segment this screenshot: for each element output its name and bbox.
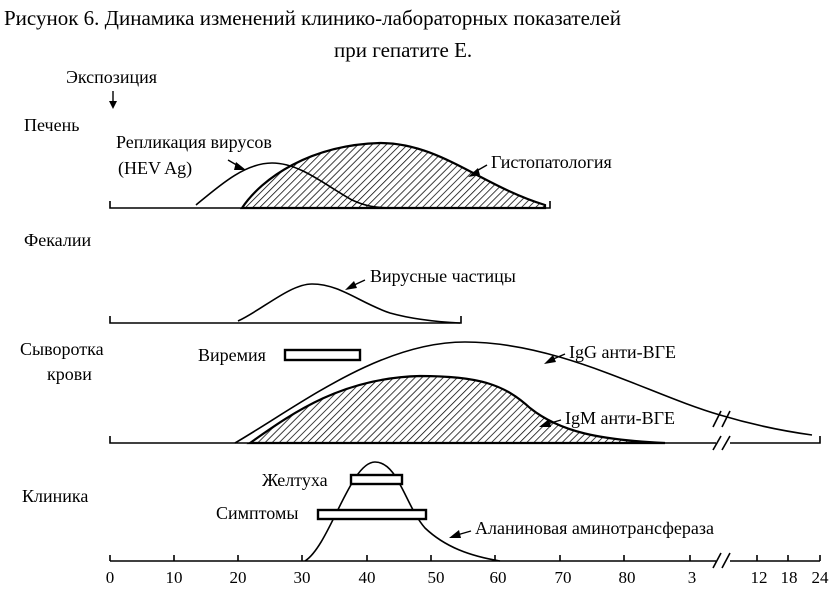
figure-title-line1: Рисунок 6. Динамика изменений клинико-ла… — [4, 6, 621, 30]
exposure-label: Экспозиция — [66, 67, 157, 87]
tick-label: 30 — [294, 568, 311, 587]
liver-row-label: Печень — [24, 115, 79, 135]
alt-pointer-icon — [449, 530, 472, 538]
tick-label: 40 — [359, 568, 376, 587]
tick-label: 60 — [490, 568, 507, 587]
clinic-row-label: Клиника — [22, 486, 88, 506]
serum-axis-break-icon — [712, 410, 731, 451]
serum-row-label-line2: крови — [47, 364, 92, 384]
symptoms-bar — [316, 508, 428, 521]
alt-label: Аланиновая аминотрансфераза — [475, 518, 714, 538]
hev-replication-label-line1: Репликация вирусов — [116, 132, 272, 152]
igm-anti-hev-label: IgM анти-ВГЕ — [565, 408, 675, 428]
hev-replication-label-line2: (HEV Ag) — [118, 158, 192, 179]
histopathology-label: Гистопатология — [491, 152, 612, 172]
igg-anti-hev-label: IgG анти-ВГЕ — [569, 342, 676, 362]
figure-title-line2: при гепатите Е. — [334, 38, 472, 62]
tick-label: 20 — [230, 568, 247, 587]
viremia-label: Виремия — [198, 345, 266, 365]
hev-replication-curve — [195, 162, 396, 209]
viral-particles-label: Вирусные частицы — [370, 266, 516, 286]
time-axis-ticks — [109, 555, 821, 561]
tick-label: 70 — [555, 568, 572, 587]
symptoms-label: Симптомы — [216, 503, 298, 523]
tick-label: 18 — [781, 568, 798, 587]
tick-label: 80 — [619, 568, 636, 587]
feces-baseline — [109, 316, 462, 324]
jaundice-bar — [349, 473, 404, 486]
tick-label: 3 — [688, 568, 697, 587]
hev-replication-pointer-icon — [227, 159, 246, 170]
histopathology-curve — [239, 141, 547, 210]
exposure-arrow-icon — [109, 91, 117, 109]
igg-anti-hev-curve — [234, 341, 813, 444]
igg-pointer-icon — [544, 353, 566, 364]
tick-label: 0 — [106, 568, 115, 587]
jaundice-label: Желтуха — [262, 470, 328, 490]
igm-pointer-icon — [539, 419, 562, 427]
viral-particles-pointer-icon — [345, 279, 366, 290]
tick-label: 10 — [166, 568, 183, 587]
time-axis-break-icon — [712, 552, 731, 569]
histopathology-pointer-icon — [468, 164, 488, 177]
tick-label: 12 — [751, 568, 768, 587]
tick-label: 24 — [812, 568, 830, 587]
serum-row-label-line1: Сыворотка — [20, 339, 104, 359]
tick-label: 50 — [428, 568, 445, 587]
igm-anti-hev-curve — [246, 374, 666, 445]
time-axis-tick-labels: 0 10 20 30 40 50 60 70 80 3 12 18 24 — [106, 568, 829, 587]
viremia-bar — [283, 348, 362, 362]
feces-row-label: Фекалии — [24, 230, 91, 250]
viral-particles-curve — [237, 283, 461, 324]
